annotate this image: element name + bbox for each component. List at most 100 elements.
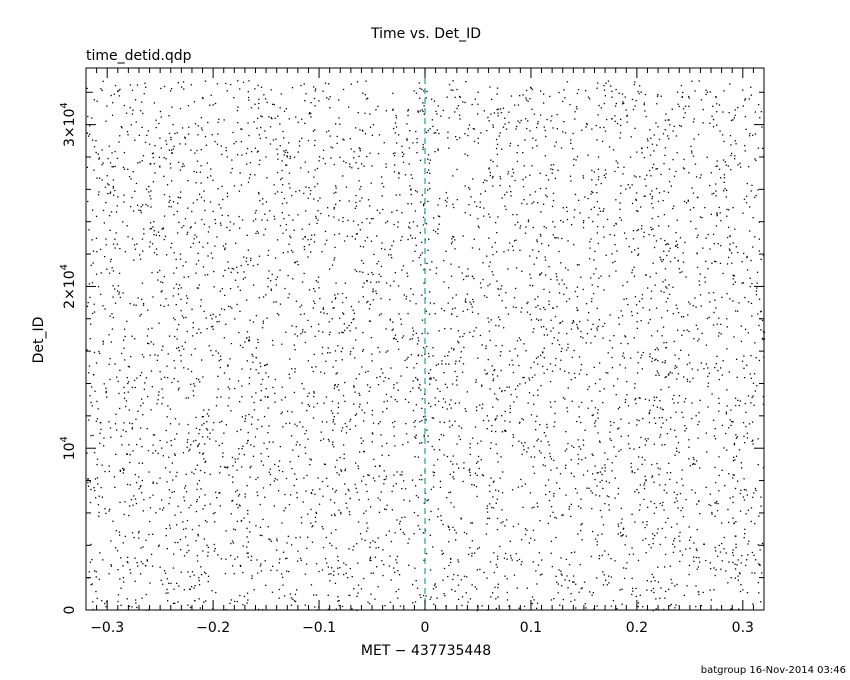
data-point xyxy=(656,406,658,408)
data-point xyxy=(714,260,716,262)
data-point xyxy=(599,495,601,497)
data-point xyxy=(488,330,491,332)
data-point xyxy=(364,240,366,242)
data-point xyxy=(282,232,284,234)
data-point xyxy=(427,332,429,335)
data-point xyxy=(360,442,363,444)
data-point xyxy=(385,328,387,330)
data-point xyxy=(700,362,702,364)
data-point xyxy=(509,142,512,145)
data-point xyxy=(592,220,594,223)
data-point xyxy=(550,164,552,166)
data-point xyxy=(294,333,296,335)
data-point xyxy=(638,397,640,399)
data-point xyxy=(196,501,198,503)
data-point xyxy=(688,354,690,356)
data-point xyxy=(192,335,194,337)
data-point xyxy=(86,132,88,134)
data-point xyxy=(360,588,363,590)
data-point xyxy=(266,177,268,179)
data-point xyxy=(282,576,284,578)
data-point xyxy=(147,449,150,452)
data-point xyxy=(476,205,478,208)
data-point xyxy=(570,515,572,518)
data-point xyxy=(643,498,645,501)
data-point xyxy=(107,157,109,160)
data-point xyxy=(671,372,673,374)
data-point xyxy=(686,363,689,366)
data-point xyxy=(660,434,662,436)
data-point xyxy=(697,423,699,426)
data-point xyxy=(555,536,557,539)
data-point xyxy=(734,563,736,565)
data-point xyxy=(145,203,147,206)
data-point xyxy=(641,294,644,296)
data-point xyxy=(211,318,213,320)
data-point xyxy=(227,405,229,407)
data-point xyxy=(421,88,423,90)
data-point xyxy=(484,179,486,181)
data-point xyxy=(657,566,659,568)
data-point xyxy=(390,396,392,398)
data-point xyxy=(555,141,557,143)
data-point xyxy=(633,448,635,450)
data-point xyxy=(611,356,613,359)
data-point xyxy=(335,203,337,205)
data-point xyxy=(448,403,451,406)
data-point xyxy=(640,206,642,208)
data-point xyxy=(147,328,149,330)
data-point xyxy=(542,464,544,466)
data-point xyxy=(383,186,385,188)
data-point xyxy=(123,151,125,154)
data-point xyxy=(119,407,121,410)
data-point xyxy=(524,483,526,485)
data-point xyxy=(593,366,595,368)
data-point xyxy=(439,390,441,393)
data-point xyxy=(204,135,207,138)
data-point xyxy=(532,137,534,139)
data-point xyxy=(305,93,307,95)
data-point xyxy=(263,94,265,96)
data-point xyxy=(662,326,665,328)
data-point xyxy=(200,574,203,576)
data-point xyxy=(275,284,277,286)
data-point xyxy=(520,478,522,481)
data-point xyxy=(236,520,238,522)
data-point xyxy=(540,384,542,387)
data-point xyxy=(226,90,228,92)
data-point xyxy=(734,577,736,579)
data-point xyxy=(418,387,420,389)
data-point xyxy=(482,278,484,281)
data-point xyxy=(419,110,421,112)
data-point xyxy=(692,192,695,194)
data-point xyxy=(564,450,566,452)
data-point xyxy=(497,216,499,218)
data-point xyxy=(412,583,414,586)
data-point xyxy=(629,187,631,189)
data-point xyxy=(654,422,657,424)
data-point xyxy=(443,567,446,570)
data-point xyxy=(383,563,385,566)
data-point xyxy=(280,93,282,95)
data-point xyxy=(330,146,332,148)
data-point xyxy=(128,176,131,178)
data-point xyxy=(290,604,292,606)
data-point xyxy=(261,425,263,428)
data-point xyxy=(669,124,671,126)
data-point xyxy=(334,298,337,300)
data-point xyxy=(646,174,648,176)
data-point xyxy=(117,600,119,603)
data-point xyxy=(87,115,89,118)
data-point xyxy=(357,592,359,594)
data-point xyxy=(628,246,630,248)
data-point xyxy=(499,175,501,178)
data-point xyxy=(378,134,381,136)
data-point xyxy=(257,232,259,234)
data-point xyxy=(403,294,405,296)
data-point xyxy=(635,587,637,590)
data-point xyxy=(353,151,355,153)
data-point xyxy=(304,100,306,102)
data-point xyxy=(715,307,717,309)
data-point xyxy=(301,118,303,120)
data-point xyxy=(462,278,465,281)
